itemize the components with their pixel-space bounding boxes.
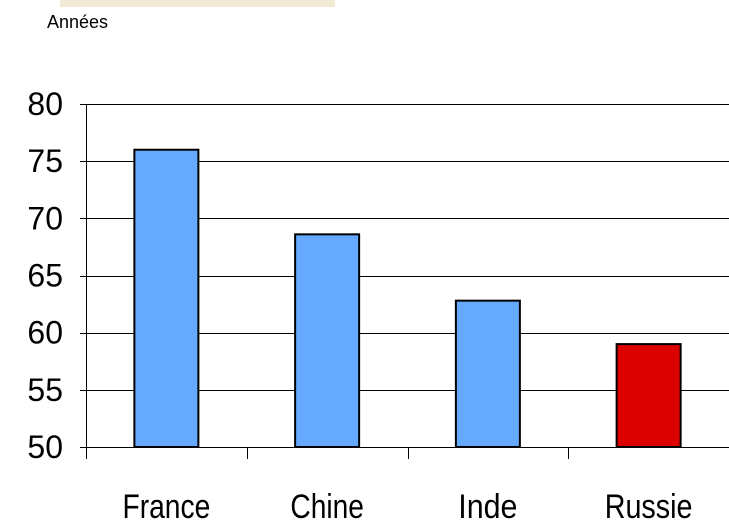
- y-tick-label-70: 70: [27, 200, 63, 236]
- y-axis-label: Années: [47, 12, 108, 32]
- y-tick-label-65: 65: [27, 258, 63, 294]
- bar-russie: [615, 343, 682, 449]
- x-tick-labels: France Chine Inde Russie: [122, 488, 692, 525]
- x-tick-label-inde: Inde: [458, 488, 517, 525]
- y-tick-label-50: 50: [27, 429, 63, 465]
- x-tick-label-france: France: [122, 488, 210, 525]
- x-tick-label-chine: Chine: [290, 488, 364, 525]
- bar-france: [133, 148, 200, 448]
- header-strip: [60, 0, 335, 7]
- y-tick-label-60: 60: [27, 315, 63, 351]
- y-tick-labels: 50 55 60 65 70 75 80: [27, 86, 63, 465]
- bars: [133, 148, 682, 449]
- x-tick-label-russie: Russie: [605, 488, 693, 525]
- axes: [80, 104, 729, 459]
- y-tick-label-75: 75: [27, 143, 63, 179]
- y-tick-label-55: 55: [27, 372, 63, 408]
- y-tick-label-80: 80: [27, 86, 63, 122]
- bar-chine: [294, 233, 361, 448]
- bar-inde: [454, 299, 521, 448]
